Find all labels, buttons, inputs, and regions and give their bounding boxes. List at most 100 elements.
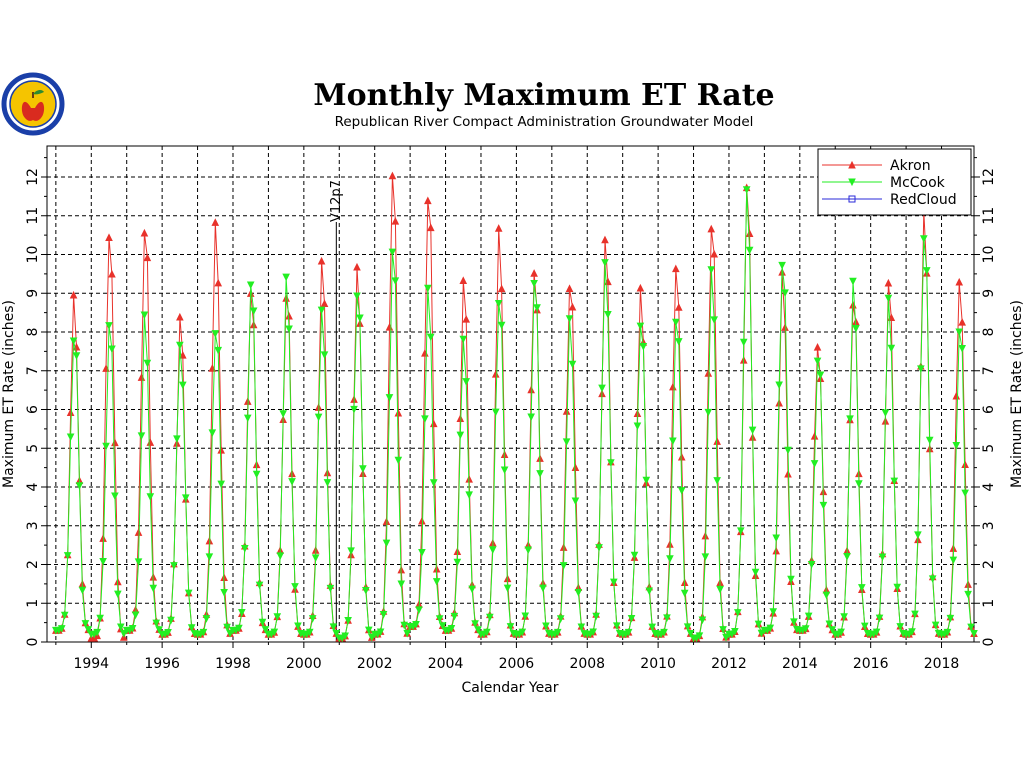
data-point	[822, 591, 831, 600]
data-point	[294, 622, 302, 631]
y-tick-label: 3	[25, 521, 41, 530]
data-point	[890, 477, 899, 486]
x-tick-label: 1996	[144, 656, 180, 672]
x-tick-label: 2002	[357, 656, 393, 672]
data-point	[745, 246, 754, 255]
x-tick-label: 2012	[711, 656, 747, 672]
data-point	[326, 584, 335, 593]
data-point	[698, 616, 707, 625]
data-point	[388, 248, 397, 257]
data-point	[719, 626, 727, 634]
data-point	[713, 477, 721, 485]
data-point	[426, 223, 435, 232]
data-point	[734, 609, 742, 617]
data-point	[69, 290, 78, 299]
y-tick-label: 11	[25, 207, 41, 225]
data-point	[553, 628, 562, 637]
data-point	[518, 628, 527, 637]
data-point	[217, 445, 225, 454]
x-tick-label: 2000	[286, 656, 322, 672]
y-tick-label: 0	[981, 638, 997, 647]
data-point	[111, 438, 119, 447]
data-point	[494, 224, 503, 232]
data-point	[149, 584, 158, 593]
x-tick-label: 2004	[428, 656, 464, 672]
x-tick-label: 2010	[640, 656, 676, 672]
data-point	[917, 365, 925, 373]
data-point	[105, 322, 113, 330]
data-point	[164, 628, 172, 637]
data-point	[713, 437, 721, 445]
data-point	[790, 618, 798, 627]
data-point	[568, 302, 577, 311]
data-point	[258, 618, 267, 627]
series-line-akron	[55, 175, 975, 639]
data-point	[347, 547, 355, 556]
y-tick-label: 2	[981, 560, 997, 569]
data-point	[429, 479, 438, 487]
data-point	[105, 233, 113, 242]
data-point	[701, 553, 710, 561]
x-tick-label: 2014	[782, 656, 818, 672]
data-point	[261, 626, 270, 634]
data-point	[704, 369, 713, 377]
data-point	[784, 469, 792, 478]
data-point	[722, 633, 730, 642]
data-point	[235, 624, 243, 633]
data-point	[955, 277, 964, 286]
data-point	[589, 628, 597, 637]
y-tick-label: 8	[25, 328, 41, 337]
data-point	[108, 269, 116, 278]
series-layer	[52, 171, 978, 643]
data-point	[542, 622, 550, 631]
y-axis-label-right: Maximum ET Rate (inches)	[1009, 300, 1024, 488]
data-point	[674, 303, 683, 311]
data-point	[491, 370, 500, 378]
data-point	[285, 311, 293, 320]
data-point	[170, 562, 178, 570]
data-point	[494, 300, 503, 308]
data-point	[577, 623, 586, 632]
data-point	[217, 480, 225, 489]
y-tick-label: 9	[981, 289, 997, 298]
data-point	[429, 419, 438, 428]
data-point	[840, 613, 848, 621]
data-point	[329, 623, 338, 632]
data-point	[474, 626, 482, 634]
data-point	[291, 583, 299, 591]
data-point	[766, 624, 775, 633]
x-tick-label: 2008	[569, 656, 605, 672]
data-point	[710, 249, 719, 258]
data-point	[610, 578, 618, 587]
data-point	[663, 614, 671, 623]
data-point	[825, 620, 834, 629]
data-point	[226, 630, 234, 638]
data-point	[849, 277, 857, 286]
data-point	[810, 431, 819, 440]
y-tick-label: 7	[25, 366, 41, 375]
data-point	[350, 405, 358, 414]
data-point	[134, 558, 143, 567]
data-point	[804, 612, 813, 621]
data-point	[565, 284, 574, 292]
data-point	[282, 273, 290, 282]
data-point	[893, 583, 902, 592]
y-tick-label: 6	[25, 405, 41, 414]
data-point	[155, 626, 163, 634]
data-point	[320, 351, 329, 360]
data-point	[320, 299, 329, 307]
data-point	[807, 561, 816, 569]
data-point	[931, 621, 940, 630]
data-point	[633, 422, 642, 431]
x-tick-label: 1998	[215, 656, 251, 672]
data-point	[388, 171, 397, 180]
data-point	[639, 342, 648, 351]
data-point	[176, 312, 184, 321]
data-point	[943, 628, 952, 637]
data-point	[137, 373, 146, 381]
plot-frame	[46, 145, 975, 643]
data-point	[952, 441, 961, 450]
data-point	[75, 482, 84, 490]
y-tick-label: 5	[25, 444, 41, 453]
